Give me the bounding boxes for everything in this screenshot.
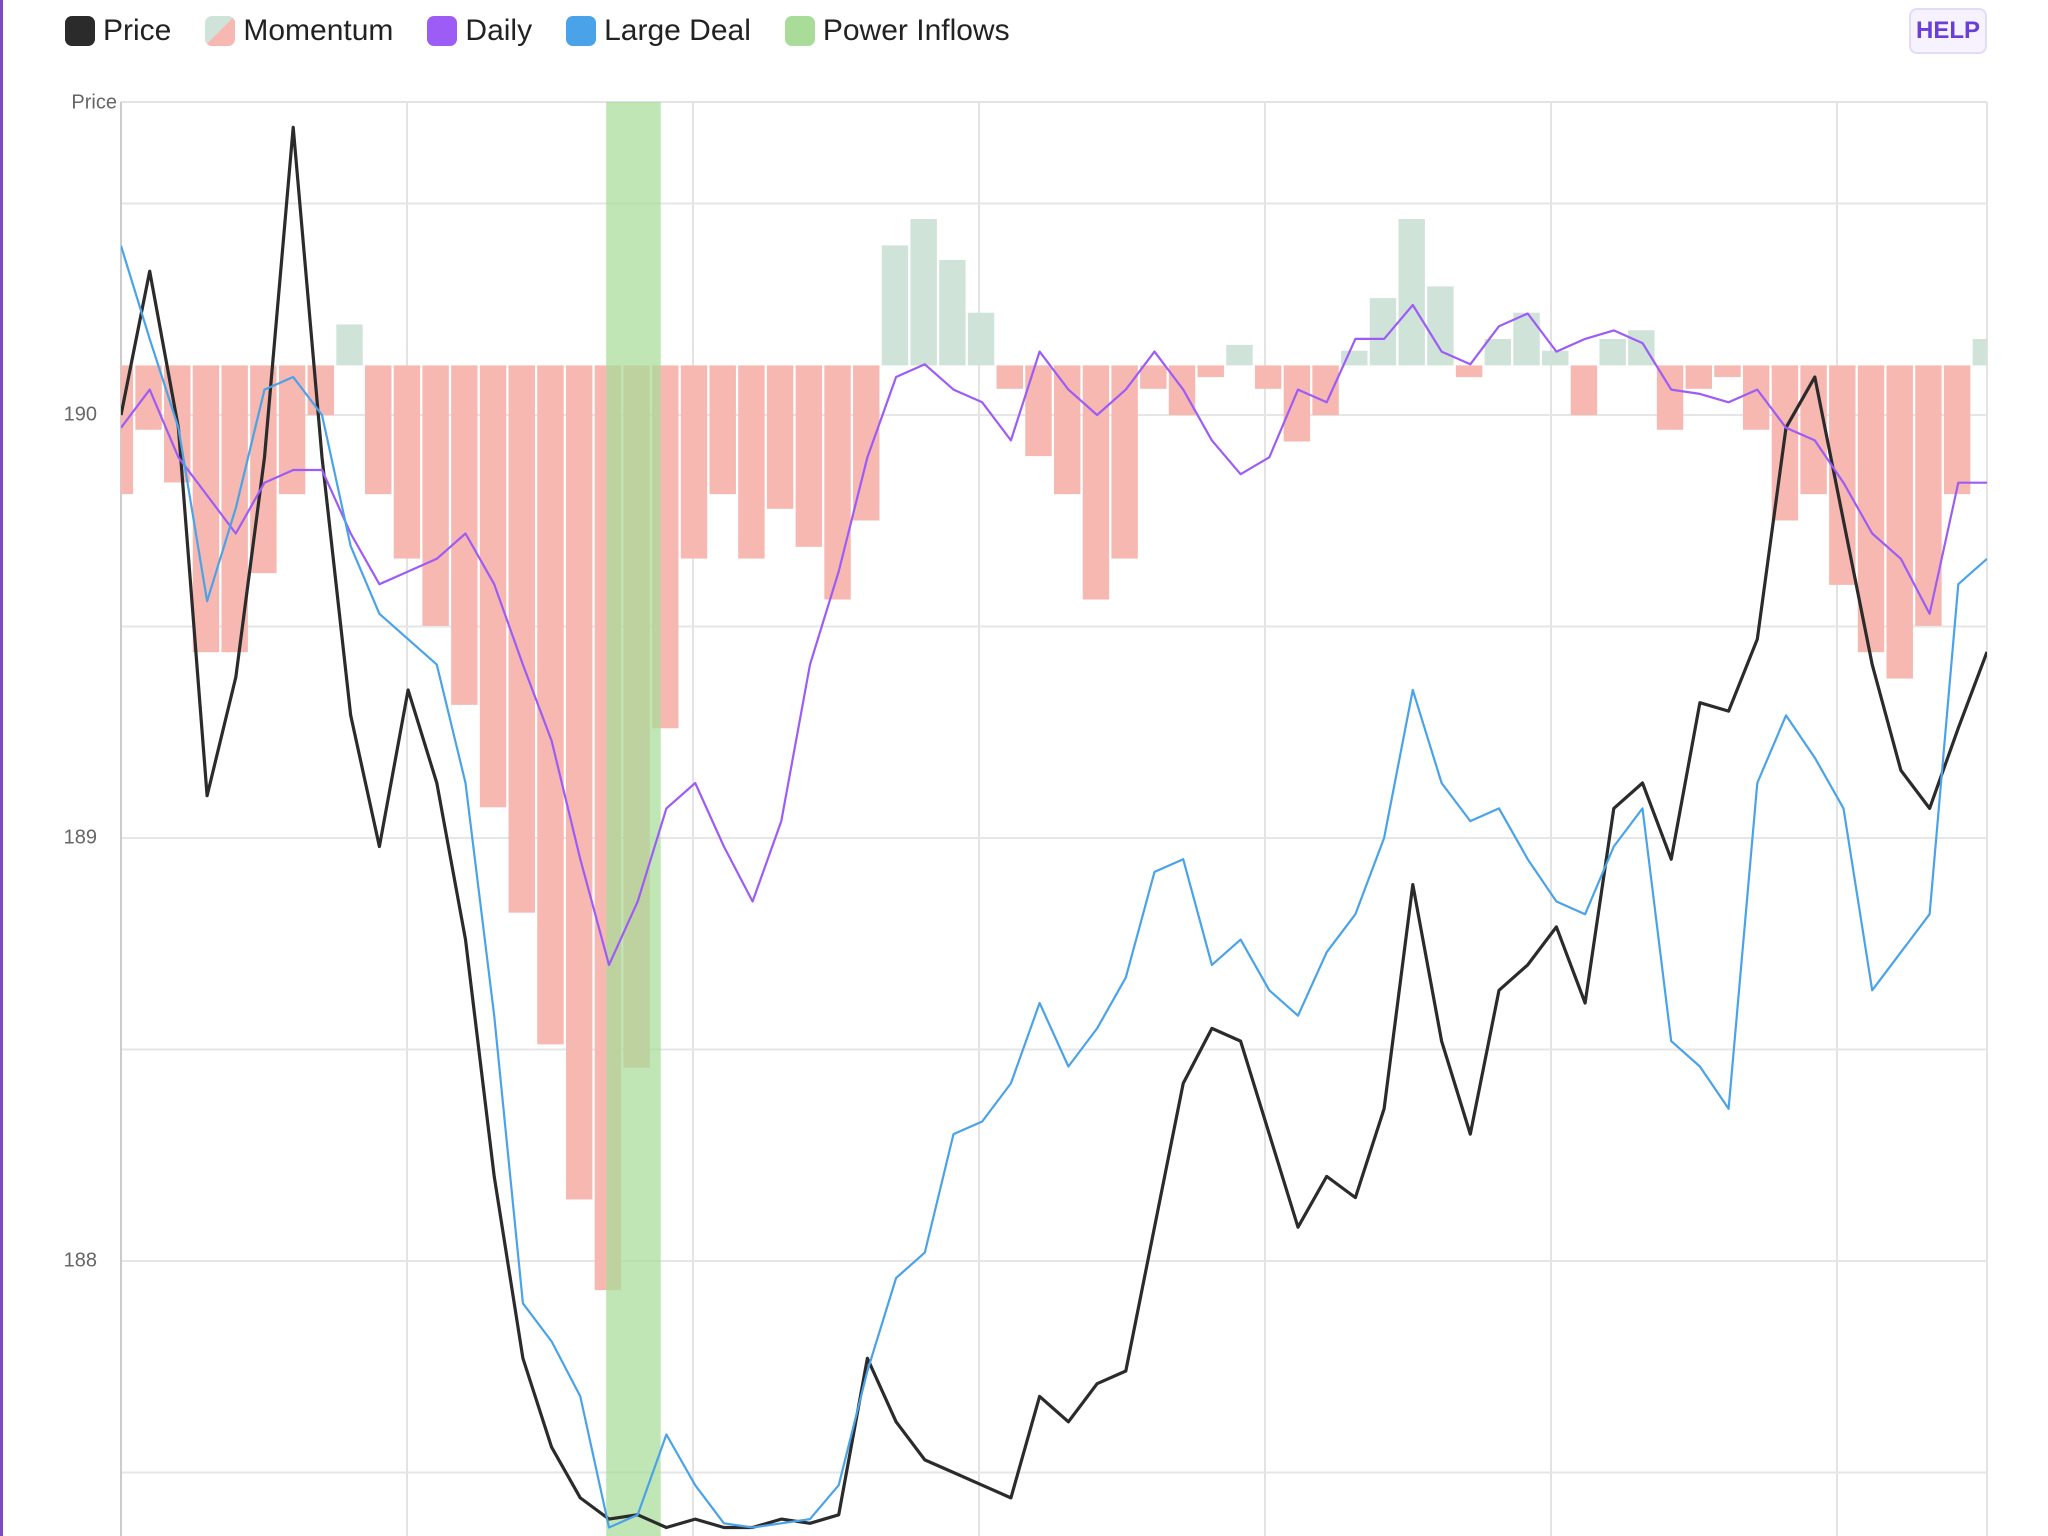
momentum-bar xyxy=(1082,365,1110,600)
momentum-bar xyxy=(824,365,851,600)
momentum-bar xyxy=(1886,365,1913,679)
y-tick-label: 189 xyxy=(64,826,97,848)
momentum-bar xyxy=(1427,286,1454,366)
momentum-bar xyxy=(1226,344,1253,366)
legend-item[interactable]: Large Deal xyxy=(566,14,751,48)
momentum-bar xyxy=(1369,298,1397,366)
momentum-bar xyxy=(1398,219,1425,366)
momentum-bar xyxy=(1254,365,1282,389)
momentum-bar xyxy=(1742,365,1770,430)
momentum-bar xyxy=(1111,365,1138,559)
legend-swatch xyxy=(784,16,815,46)
legend-label: Momentum xyxy=(243,14,394,47)
legend-item[interactable]: Power Inflows xyxy=(784,14,1010,48)
line-0 xyxy=(121,125,1987,1530)
momentum-bar xyxy=(1197,365,1224,378)
momentum-bar xyxy=(709,365,736,495)
momentum-bar xyxy=(1915,365,1942,626)
momentum-bar xyxy=(393,365,421,559)
momentum-bar xyxy=(1283,365,1311,442)
y-tick-label: 190 xyxy=(64,403,97,425)
momentum-bar xyxy=(680,365,708,559)
legend-swatch xyxy=(205,16,236,46)
momentum-bar xyxy=(1140,365,1167,389)
momentum-bar xyxy=(795,365,823,547)
momentum-bar xyxy=(1628,330,1655,366)
momentum-bar xyxy=(365,365,392,495)
momentum-bar xyxy=(336,324,363,366)
legend-swatch xyxy=(427,16,458,46)
legend-item[interactable]: Daily xyxy=(427,14,532,48)
legend-item[interactable]: Price xyxy=(65,14,171,48)
legend-label: Power Inflows xyxy=(822,14,1010,47)
momentum-bar xyxy=(135,365,162,430)
momentum-bar xyxy=(1054,365,1081,495)
momentum-bar xyxy=(967,312,995,366)
chart: Price 188 189 190 xyxy=(64,91,1988,1536)
power-inflow-band xyxy=(606,102,661,1536)
momentum-bar xyxy=(479,365,507,808)
momentum-bar xyxy=(996,365,1023,389)
momentum-bar xyxy=(1685,365,1712,389)
momentum-bar xyxy=(738,365,765,559)
plot-area xyxy=(121,102,1987,1536)
momentum-bar xyxy=(1570,365,1598,416)
legend-label: Price xyxy=(103,14,172,47)
y-tick-label: 188 xyxy=(64,1249,97,1271)
momentum-bar xyxy=(422,365,449,626)
momentum-bar xyxy=(307,365,335,416)
momentum-bar xyxy=(1800,365,1827,495)
momentum-bar xyxy=(939,260,966,366)
momentum-bar xyxy=(1513,312,1540,366)
momentum-bar xyxy=(1857,365,1885,653)
momentum-bar xyxy=(1025,365,1052,457)
help-button[interactable]: HELP xyxy=(1909,8,1987,54)
momentum-bar xyxy=(1656,365,1684,430)
momentum-bar xyxy=(910,219,937,366)
momentum-bar xyxy=(1168,365,1196,416)
line-2 xyxy=(121,303,1987,966)
momentum-bar xyxy=(1943,365,1971,495)
momentum-bar xyxy=(766,365,794,509)
momentum-bar xyxy=(508,365,535,913)
momentum-bar xyxy=(881,245,909,366)
legend-label: Daily xyxy=(465,14,533,47)
momentum-bar xyxy=(1972,339,1987,366)
momentum-bar xyxy=(565,365,593,1200)
momentum-bar xyxy=(121,365,134,495)
momentum-bar xyxy=(1714,365,1741,378)
momentum-bar xyxy=(1312,365,1339,416)
y-axis-label: Price xyxy=(71,91,117,113)
momentum-bar xyxy=(1542,350,1569,366)
legend: Price Momentum Daily Large Deal Power Inflow… xyxy=(65,14,1010,48)
line-3 xyxy=(121,245,1987,1529)
momentum-bar xyxy=(192,365,220,653)
legend-item[interactable]: Momentum xyxy=(205,14,393,48)
momentum-bar xyxy=(1484,339,1512,366)
momentum-bar xyxy=(1599,339,1626,366)
momentum-bar xyxy=(1455,365,1483,378)
legend-swatch xyxy=(566,16,597,46)
legend-label: Large Deal xyxy=(604,14,751,47)
momentum-bar xyxy=(537,365,564,1045)
legend-swatch xyxy=(65,16,95,46)
